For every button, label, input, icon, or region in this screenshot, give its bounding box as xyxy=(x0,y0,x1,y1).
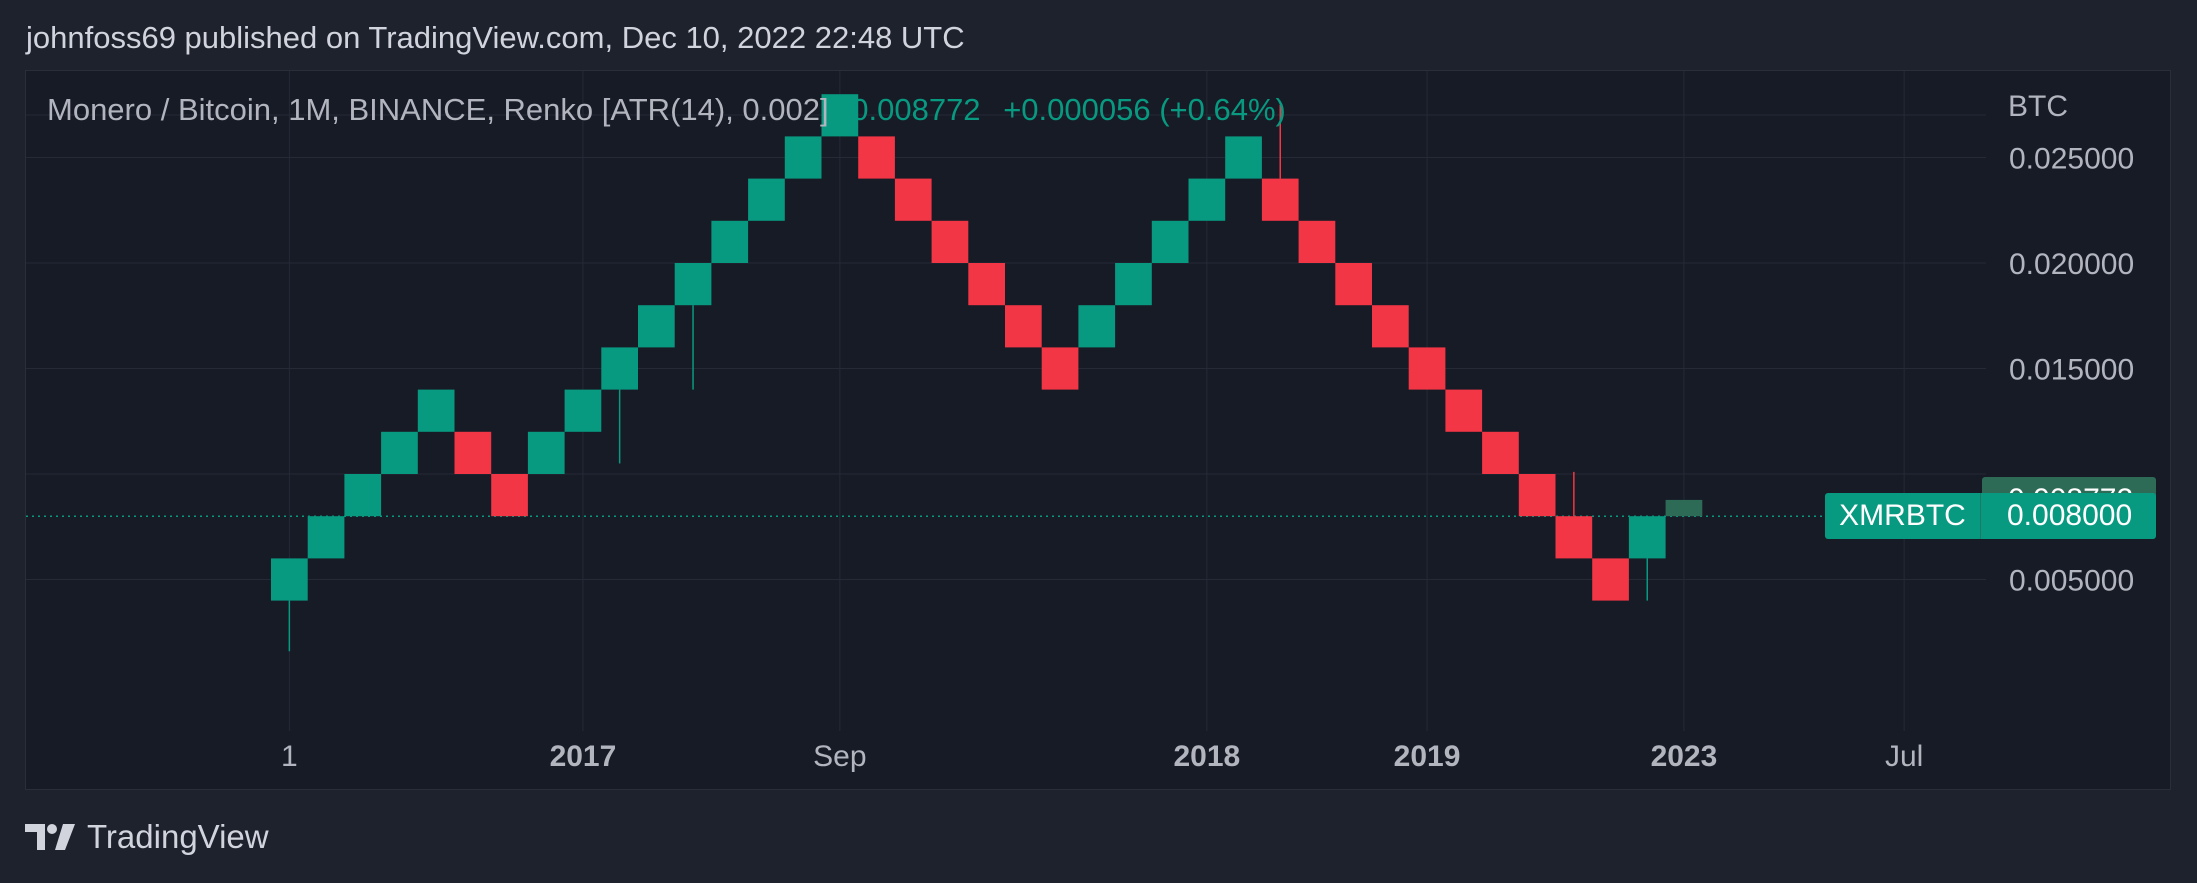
renko-brick xyxy=(344,474,382,517)
y-tick-label: 0.020000 xyxy=(2009,248,2134,281)
renko-brick xyxy=(894,178,932,221)
renko-bricks xyxy=(271,94,1703,652)
legend-last-value: 0.008772 xyxy=(851,92,981,127)
renko-brick xyxy=(1261,178,1299,221)
renko-brick xyxy=(454,431,492,474)
renko-brick xyxy=(1408,347,1446,390)
renko-brick xyxy=(784,136,822,179)
renko-brick xyxy=(1335,263,1372,306)
renko-brick xyxy=(564,389,602,432)
time-axis: 1 2017 Sep 2018 2019 2023 Jul xyxy=(281,740,1923,773)
renko-brick xyxy=(1005,305,1042,348)
y-tick-label: 0.005000 xyxy=(2009,565,2134,598)
renko-brick xyxy=(1078,305,1116,348)
x-tick-label: 2023 xyxy=(1651,740,1718,773)
x-tick-label: Jul xyxy=(1885,740,1923,773)
publish-info: johnfoss69 published on TradingView.com,… xyxy=(26,20,965,55)
x-tick-label: 1 xyxy=(281,740,298,773)
renko-brick xyxy=(968,263,1005,306)
grid-lines xyxy=(26,71,1986,731)
renko-brick xyxy=(1188,178,1226,221)
x-tick-label: 2019 xyxy=(1394,740,1461,773)
renko-brick xyxy=(527,431,565,474)
renko-brick xyxy=(1445,389,1483,432)
x-tick-label: Sep xyxy=(813,740,866,773)
renko-brick xyxy=(271,558,308,601)
renko-brick xyxy=(1592,558,1629,601)
legend-change: +0.000056 (+0.64%) xyxy=(1003,92,1286,127)
renko-brick xyxy=(748,178,785,221)
renko-brick xyxy=(1225,136,1262,179)
chart-panel[interactable]: 0.025000 0.020000 0.015000 0.005000 1 2017 Se… xyxy=(25,70,2171,790)
legend-symbol: Monero / Bitcoin, 1M, BINANCE, Renko [AT… xyxy=(47,92,829,127)
tradingview-logo-icon xyxy=(25,824,75,850)
pending-brick xyxy=(1665,499,1703,517)
renko-brick xyxy=(491,474,528,517)
renko-brick xyxy=(638,305,675,348)
renko-brick xyxy=(307,516,345,559)
footer-brand-name: TradingView xyxy=(87,818,269,855)
price-axis: 0.025000 0.020000 0.015000 0.005000 xyxy=(2009,143,2134,598)
x-tick-label: 2017 xyxy=(550,740,617,773)
footer-brand[interactable]: TradingView xyxy=(25,818,269,856)
renko-brick xyxy=(821,94,859,137)
renko-brick xyxy=(381,431,418,474)
renko-brick xyxy=(1482,431,1519,474)
symbol-price-value: 0.008000 xyxy=(2007,499,2133,533)
x-tick-label: 2018 xyxy=(1173,740,1240,773)
series-legend: Monero / Bitcoin, 1M, BINANCE, Renko [AT… xyxy=(47,92,1286,128)
renko-brick xyxy=(858,136,895,179)
renko-chart[interactable]: 0.025000 0.020000 0.015000 0.005000 1 2017 Se… xyxy=(26,71,2172,791)
y-tick-label: 0.025000 xyxy=(2009,143,2134,176)
renko-brick xyxy=(601,347,638,390)
price-unit-label: BTC xyxy=(2008,90,2068,123)
y-tick-label: 0.015000 xyxy=(2009,354,2134,387)
renko-brick xyxy=(1298,220,1336,263)
renko-brick xyxy=(1041,347,1079,390)
renko-brick xyxy=(711,220,749,263)
renko-brick xyxy=(931,220,969,263)
renko-brick xyxy=(1115,263,1152,306)
renko-brick xyxy=(1628,516,1666,559)
symbol-price-tag: XMRBTC 0.008000 xyxy=(1825,493,2156,540)
symbol-name: XMRBTC xyxy=(1825,493,1981,540)
renko-brick xyxy=(1372,305,1409,348)
renko-brick xyxy=(674,263,712,306)
renko-brick xyxy=(417,389,455,432)
renko-brick xyxy=(1518,474,1556,517)
renko-brick xyxy=(1555,516,1593,559)
renko-brick xyxy=(1151,220,1189,263)
